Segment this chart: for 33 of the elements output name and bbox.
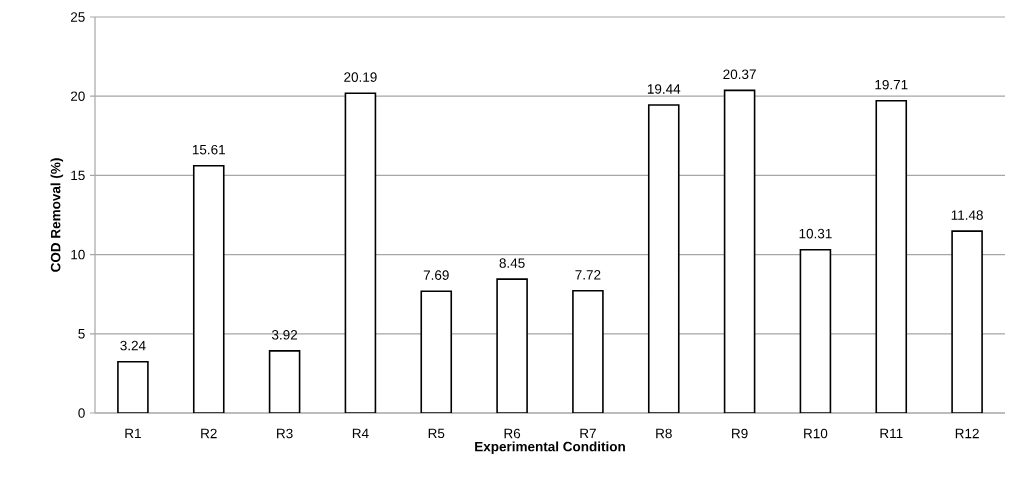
y-tick-label: 25 [70,12,85,22]
x-tick-label: R10 [804,428,828,439]
x-tick-label: R6 [504,428,521,439]
data-label: 3.24 [120,340,146,351]
x-tick-label: R12 [955,428,979,439]
data-label: 19.71 [875,79,908,90]
x-tick-label: R7 [580,428,596,438]
y-tick-label: 20 [70,91,85,101]
y-axis-title: COD Removal (%) [50,158,64,272]
data-label: 8.45 [499,258,525,268]
y-tick-label: 0 [78,408,85,418]
data-label: 7.72 [575,269,601,280]
x-tick-label: R2 [201,428,217,439]
y-tick-label: 10 [71,249,85,260]
data-label: 7.69 [423,270,449,280]
bar [344,92,377,413]
x-tick-label: R9 [732,428,748,439]
data-label: 20.37 [723,69,756,80]
data-label: 10.31 [799,228,832,239]
data-label: 20.19 [344,72,377,82]
y-tick-label: 15 [71,170,85,181]
x-axis-title: Experimental Condition [475,441,625,455]
data-label: 19.44 [647,84,681,94]
x-tick-label: R4 [352,428,369,438]
x-tick-label: R11 [880,428,903,438]
x-tick-label: R3 [277,428,293,439]
x-tick-label: R1 [125,428,141,438]
data-label: 15.61 [192,144,225,155]
data-label: 11.48 [951,210,983,220]
x-tick-label: R5 [428,428,445,439]
y-tick-label: 5 [78,329,85,339]
data-label: 3.92 [271,330,298,340]
x-tick-label: R8 [656,428,672,439]
